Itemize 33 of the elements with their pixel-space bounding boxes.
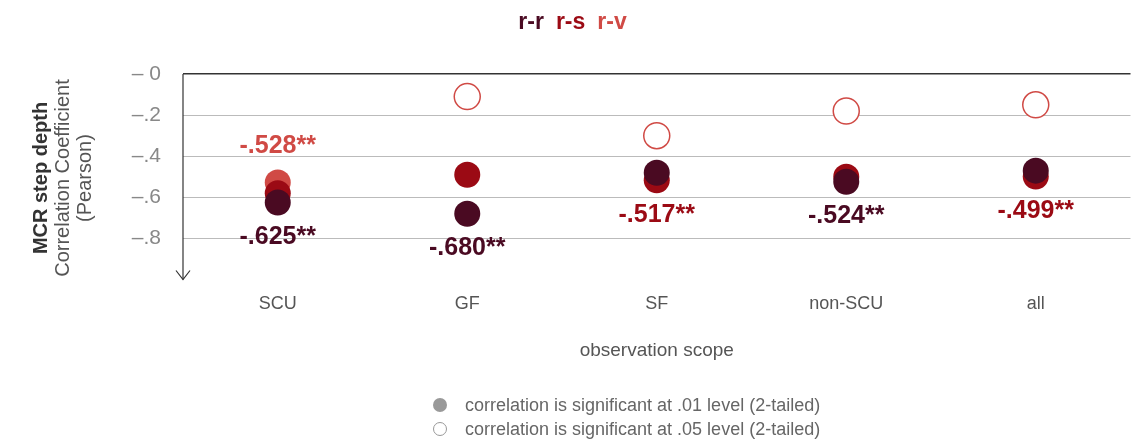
data-label: -.499** — [997, 194, 1075, 223]
x-tick-label: all — [1026, 293, 1045, 314]
point — [453, 82, 481, 111]
x-tick-label: non-SCU — [809, 293, 884, 314]
data-label: -.528** — [239, 129, 317, 158]
x-tick-label: GF — [454, 293, 480, 314]
data-label: -.524** — [808, 200, 885, 229]
point — [832, 97, 860, 125]
point — [454, 161, 481, 188]
text: correlation is significant at .01 level (2-tailed) — [465, 394, 821, 417]
data-label: -.517** — [618, 198, 696, 227]
x-tick-label: SF — [645, 293, 669, 314]
text: r-s — [555, 8, 586, 34]
x-axis-title: observation scope — [579, 338, 734, 360]
y-tick-label: –.4 — [131, 143, 162, 167]
point — [833, 168, 860, 195]
y-tick-label: –.8 — [131, 225, 161, 249]
data-label: -.680** — [429, 232, 506, 261]
y-tick-label: –.6 — [131, 184, 161, 208]
data-label: -.625** — [239, 220, 317, 249]
y-tick-label: – 0 — [131, 60, 161, 84]
y-tick-label: –.2 — [131, 101, 161, 125]
point — [1022, 157, 1049, 184]
point — [1022, 91, 1050, 119]
point — [454, 200, 481, 227]
text: r-v — [597, 8, 627, 34]
x-tick-label: SCU — [258, 293, 297, 314]
text: r-r — [518, 8, 544, 34]
y-axis-title: MCR step depth Correlation Coefficient (Pearson) — [29, 78, 95, 279]
text: correlation is significant at .05 level (2-tailed) — [465, 418, 821, 441]
point — [643, 121, 671, 150]
point — [264, 189, 291, 216]
point — [643, 159, 670, 186]
